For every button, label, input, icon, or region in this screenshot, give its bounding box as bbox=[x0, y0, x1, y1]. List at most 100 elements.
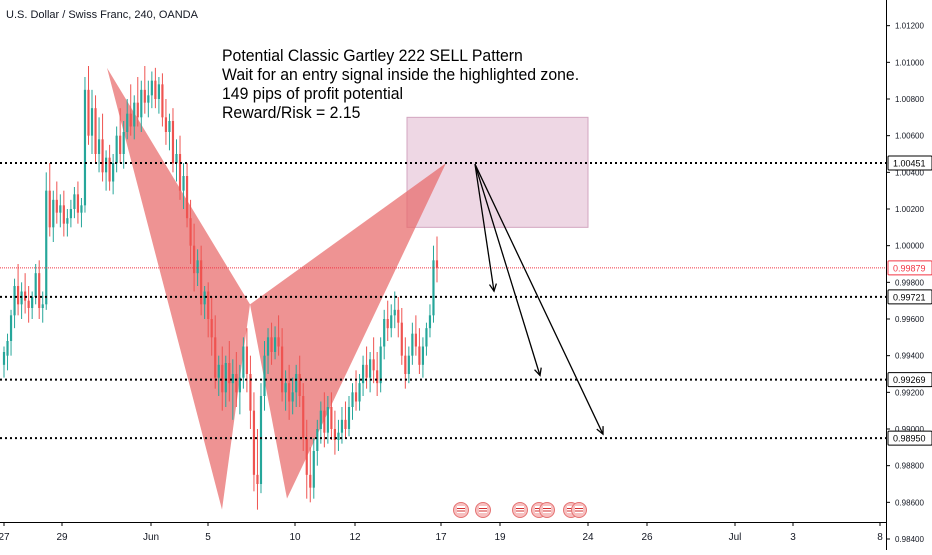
event-flag-icon-stripe bbox=[516, 506, 524, 513]
time-tick-label: 12 bbox=[349, 532, 361, 543]
event-flag-icon-stripe bbox=[543, 506, 551, 513]
time-tick-label: 27 bbox=[0, 532, 10, 543]
pattern-triangle-xab bbox=[107, 67, 250, 510]
candle-body bbox=[369, 359, 372, 378]
candle-body bbox=[386, 319, 389, 329]
time-tick-label: 24 bbox=[582, 532, 594, 543]
candle-body bbox=[404, 355, 407, 374]
candle-body bbox=[379, 346, 382, 384]
candle-body bbox=[178, 154, 182, 191]
candle-body bbox=[80, 205, 83, 213]
candle-body bbox=[273, 337, 277, 352]
time-tick-label: 5 bbox=[205, 532, 211, 543]
candle-body bbox=[428, 315, 432, 329]
price-levels-layer bbox=[0, 161, 886, 440]
target-arrowhead bbox=[596, 426, 604, 436]
price-level-label: 1.00451 bbox=[893, 158, 926, 168]
candle-body bbox=[340, 419, 344, 433]
candle-body bbox=[210, 319, 213, 338]
price-tick-label: 0.99000 bbox=[895, 425, 924, 434]
candle-body bbox=[175, 154, 178, 164]
event-flag-icon-stripe bbox=[479, 506, 487, 513]
candle-body bbox=[330, 407, 333, 429]
event-flag-icon-stripe bbox=[535, 506, 543, 513]
time-tick-label: 10 bbox=[289, 532, 301, 543]
candle-body bbox=[221, 364, 224, 393]
price-level-tag bbox=[887, 155, 932, 171]
price-tick-label: 1.00600 bbox=[895, 132, 924, 141]
event-flag-icon-stripe bbox=[567, 506, 575, 513]
price-level-tag bbox=[887, 260, 932, 276]
pattern-triangle-bcd bbox=[250, 163, 446, 499]
time-tick-label: 19 bbox=[494, 532, 506, 543]
candle-body bbox=[126, 113, 129, 132]
candle-body bbox=[281, 346, 284, 393]
target-arrow bbox=[474, 164, 495, 292]
candle-body bbox=[45, 190, 48, 305]
event-flag-icon-stripe bbox=[457, 506, 465, 513]
candle-body bbox=[38, 273, 41, 308]
candle-body bbox=[323, 410, 326, 433]
candle-body bbox=[189, 218, 192, 246]
candle-body bbox=[235, 374, 238, 393]
time-tick-label: Jul bbox=[729, 532, 742, 543]
target-arrowhead bbox=[534, 367, 542, 377]
candle-body bbox=[207, 291, 210, 319]
price-tick-label: 0.99400 bbox=[895, 352, 924, 361]
candle-body bbox=[238, 377, 241, 393]
candle-body bbox=[393, 309, 396, 316]
candle-body bbox=[101, 139, 104, 173]
candle-body bbox=[411, 333, 414, 356]
symbol-title: U.S. Dollar / Swiss Franc, 240, OANDA bbox=[6, 9, 198, 21]
candle-body bbox=[400, 322, 403, 356]
price-tick-label: 0.99800 bbox=[895, 278, 924, 287]
candle-body bbox=[73, 194, 76, 209]
price-tick-label: 1.01000 bbox=[895, 58, 924, 67]
candle-body bbox=[143, 89, 146, 103]
candle-body bbox=[6, 341, 9, 356]
candle-body bbox=[245, 346, 248, 374]
annotation-line: Wait for an entry signal inside the high… bbox=[222, 65, 580, 84]
candle-body bbox=[361, 364, 365, 384]
price-level-label: 0.99879 bbox=[893, 263, 926, 273]
candle-body bbox=[421, 346, 425, 365]
candle-body bbox=[108, 157, 111, 182]
candle-body bbox=[16, 286, 20, 305]
candle-body bbox=[112, 163, 115, 182]
time-tick-label: 29 bbox=[56, 532, 68, 543]
candle-body bbox=[150, 80, 153, 96]
candle-body bbox=[376, 370, 379, 384]
annotation-line: Reward/Risk = 2.15 bbox=[222, 103, 361, 122]
candle-body bbox=[295, 374, 298, 393]
price-level-tag bbox=[887, 372, 932, 388]
candle-body bbox=[90, 108, 94, 136]
price-tick-label: 1.00400 bbox=[895, 168, 924, 177]
time-tick-label: Jun bbox=[143, 532, 159, 543]
candle-body bbox=[76, 194, 80, 213]
price-tick-label: 1.00000 bbox=[895, 242, 924, 251]
candle-body bbox=[372, 359, 375, 371]
price-tick-label: 0.98600 bbox=[895, 498, 924, 507]
candle-body bbox=[249, 374, 252, 411]
candle-body bbox=[305, 438, 308, 475]
candle-body bbox=[270, 337, 273, 352]
candle-body bbox=[136, 102, 139, 118]
target-arrow bbox=[474, 163, 604, 435]
candle-body bbox=[157, 84, 160, 99]
target-arrows-layer bbox=[474, 163, 604, 436]
price-level-label: 0.99269 bbox=[893, 375, 926, 385]
candle-body bbox=[182, 176, 185, 191]
candle-body bbox=[214, 337, 217, 378]
pattern-annotation: Potential Classic Gartley 222 SELL Patte… bbox=[222, 46, 579, 122]
candle-body bbox=[48, 190, 51, 228]
time-tick-label: 3 bbox=[790, 532, 796, 543]
candle-body bbox=[196, 260, 199, 274]
candle-body bbox=[27, 300, 30, 308]
candle-body bbox=[252, 410, 256, 475]
candle-body bbox=[326, 407, 329, 433]
time-axis: 27 29 Jun 5 10 12 17 19 24 26 Jul 3 8 bbox=[0, 522, 886, 543]
candle-body bbox=[263, 355, 266, 396]
candle-body bbox=[358, 383, 361, 402]
candle-body bbox=[66, 218, 69, 224]
